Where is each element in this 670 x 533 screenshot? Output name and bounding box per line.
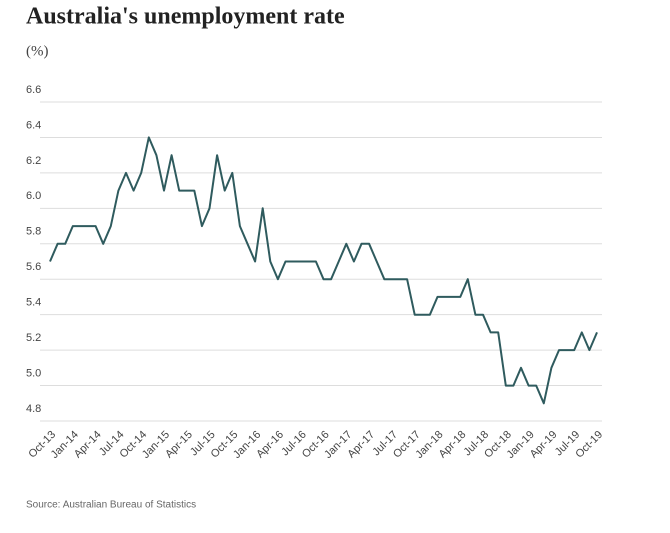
y-tick-label: 6.6 bbox=[26, 84, 41, 96]
y-tick-label: 6.2 bbox=[26, 155, 41, 167]
y-tick-label: 5.8 bbox=[26, 226, 41, 238]
source-note: Source: Australian Bureau of Statistics bbox=[26, 500, 196, 511]
y-tick-label: 5.2 bbox=[26, 332, 41, 344]
chart-title: Australia's unemployment rate bbox=[26, 4, 345, 30]
y-tick-label: 4.8 bbox=[26, 403, 41, 415]
y-tick-label: 5.6 bbox=[26, 261, 41, 273]
data-line bbox=[49, 136, 598, 405]
y-tick-label: 6.4 bbox=[26, 119, 41, 131]
chart-subtitle: (%) bbox=[26, 43, 49, 59]
y-tick-label: 5.4 bbox=[26, 297, 41, 309]
y-tick-label: 6.0 bbox=[26, 190, 41, 202]
y-tick-label: 5.0 bbox=[26, 367, 41, 379]
